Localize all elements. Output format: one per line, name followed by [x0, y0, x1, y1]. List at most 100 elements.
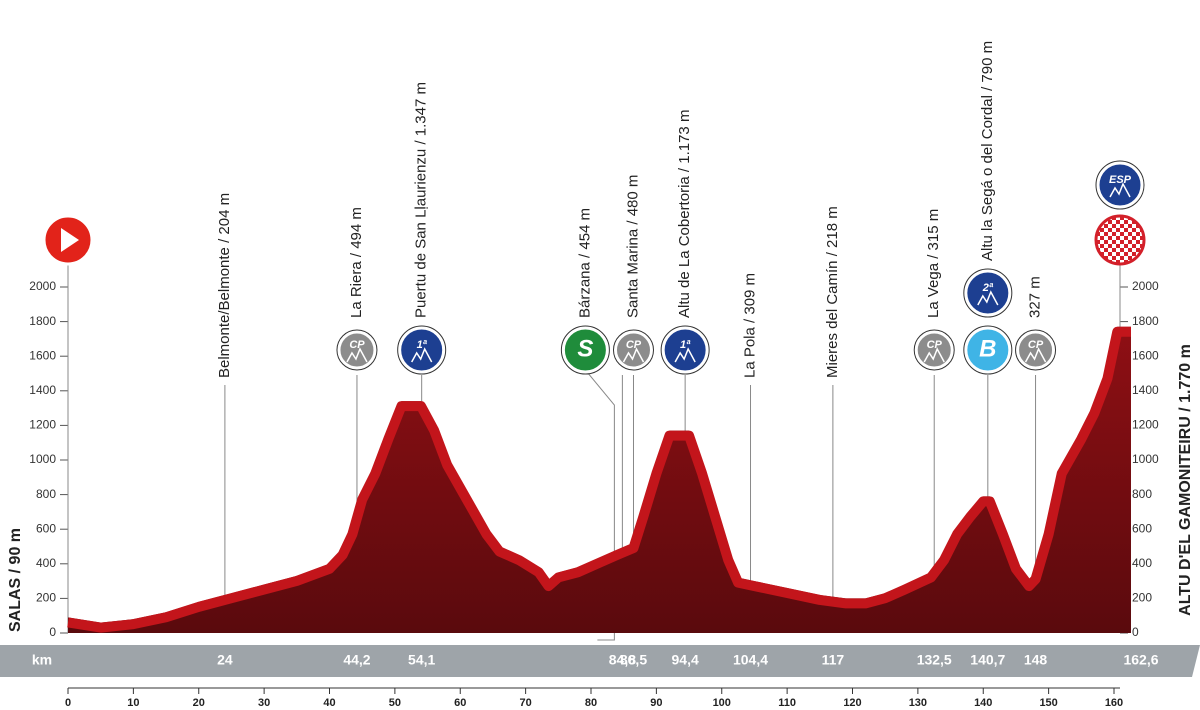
y-tick-label: 200 [36, 591, 56, 605]
x-tick-label: 60 [454, 697, 466, 709]
icon-ring [397, 325, 447, 375]
y2-tick-label: 1400 [1132, 383, 1159, 397]
waypoint-label: La Riera / 494 m [348, 207, 365, 318]
icon-text: B [979, 335, 996, 362]
icon-text: CP [927, 339, 943, 351]
km-value: 86,5 [620, 652, 647, 668]
km-value: 162,6 [1123, 652, 1158, 668]
km-value: 44,2 [343, 652, 370, 668]
x-tick-label: 20 [193, 697, 205, 709]
icon-peaks [1024, 347, 1047, 363]
x-tick-label: 0 [65, 697, 71, 709]
x-tick-label: 80 [585, 697, 597, 709]
y2-tick-label: 1000 [1132, 452, 1159, 466]
y2-tick-label: 2000 [1132, 279, 1159, 293]
y2-tick-label: 200 [1132, 591, 1152, 605]
icon-text: CP [1028, 339, 1044, 351]
y2-tick-label: 0 [1132, 625, 1139, 639]
icon-ring [963, 268, 1013, 318]
icon-ring [963, 325, 1013, 375]
y-tick-label: 2000 [29, 279, 56, 293]
waypoint-label: Belmonte/Belmonte / 204 m [216, 193, 233, 378]
km-value: 94,4 [672, 652, 699, 668]
icon-peaks [411, 347, 433, 363]
x-tick-label: 150 [1039, 697, 1057, 709]
y-tick-label: 1000 [29, 452, 56, 466]
icon-ring [560, 325, 610, 375]
icon-peaks [977, 290, 999, 306]
y2-tick-label: 800 [1132, 487, 1152, 501]
icon [398, 326, 446, 374]
y-tick-label: 1200 [29, 418, 56, 432]
y2-tick-label: 1800 [1132, 314, 1159, 328]
y-tick-label: 400 [36, 556, 56, 570]
km-value: 24 [217, 652, 233, 668]
icon [1096, 161, 1144, 209]
waypoint-label: La Pola / 309 m [741, 273, 758, 378]
y-tick-label: 800 [36, 487, 56, 501]
waypoint-label: Mieres del Camín / 218 m [824, 206, 841, 378]
start-arrow [61, 228, 79, 252]
waypoint-label: La Vega / 315 m [925, 209, 942, 318]
x-tick-label: 70 [520, 697, 532, 709]
waypoint-label: Bárzana / 454 m [576, 208, 593, 318]
km-value: 54,1 [408, 652, 435, 668]
x-tick-label: 100 [713, 697, 731, 709]
waypoint-label: Altu de La Cobertoria / 1.173 m [676, 110, 693, 318]
finish-label: ALTU D'EL GAMONITEIRU / 1.770 m [1177, 344, 1194, 616]
x-tick-label: 140 [974, 697, 992, 709]
y2-tick-label: 1600 [1132, 348, 1159, 362]
y2-tick-label: 600 [1132, 521, 1152, 535]
icon-peaks [622, 347, 645, 363]
x-tick-label: 110 [778, 697, 796, 709]
km-value: 117 [822, 652, 845, 668]
x-tick-label: 10 [127, 697, 139, 709]
start-label: SALAS / 90 m [7, 528, 24, 632]
x-tick-label: 130 [909, 697, 927, 709]
icon-peaks [1109, 182, 1131, 198]
icon-text: CP [349, 339, 365, 351]
icon-text: CP [626, 339, 642, 351]
y2-tick-label: 1200 [1132, 418, 1159, 432]
icon [964, 326, 1012, 374]
icon [661, 326, 709, 374]
waypoint-label: Puertu de San Lḷaurienzu / 1.347 m [413, 82, 430, 318]
km-value: 132,5 [917, 652, 952, 668]
icon-text: 1ª [417, 339, 428, 351]
km-value: 84,8 [609, 652, 636, 668]
km-strip [0, 645, 1200, 677]
profile-line [67, 326, 1131, 633]
icon-text: ESP [1109, 174, 1132, 186]
icon [561, 326, 609, 374]
x-tick-label: 160 [1105, 697, 1123, 709]
x-tick-label: 120 [843, 697, 861, 709]
waypoint-label: Santa Marina / 480 m [624, 175, 641, 318]
waypoint-label: Altu la Segá o del Cordal / 790 m [979, 41, 996, 261]
x-tick-label: 50 [389, 697, 401, 709]
x-tick-label: 30 [258, 697, 270, 709]
km-label: km [32, 652, 52, 668]
icon-peaks [346, 347, 368, 363]
icon-text: 2ª [982, 282, 994, 294]
leader-line [584, 369, 615, 641]
y-tick-label: 1800 [29, 314, 56, 328]
x-tick-label: 40 [323, 697, 335, 709]
profile-area [68, 326, 1131, 633]
icon-ring [1015, 329, 1057, 371]
icon-text: S [577, 335, 593, 362]
x-tick-label: 90 [650, 697, 662, 709]
km-value: 140,7 [970, 652, 1005, 668]
icon-ring [660, 325, 710, 375]
y-tick-label: 600 [36, 521, 56, 535]
y2-tick-label: 400 [1132, 556, 1152, 570]
y-tick-label: 1600 [29, 348, 56, 362]
icon-ring [336, 329, 378, 371]
icon-ring [913, 329, 955, 371]
icon-peaks [674, 347, 696, 363]
icon [964, 269, 1012, 317]
finish-flag [1094, 214, 1146, 266]
y-tick-label: 0 [49, 625, 56, 639]
icon-peaks [923, 347, 945, 363]
waypoint-label: 327 m [1027, 276, 1044, 318]
